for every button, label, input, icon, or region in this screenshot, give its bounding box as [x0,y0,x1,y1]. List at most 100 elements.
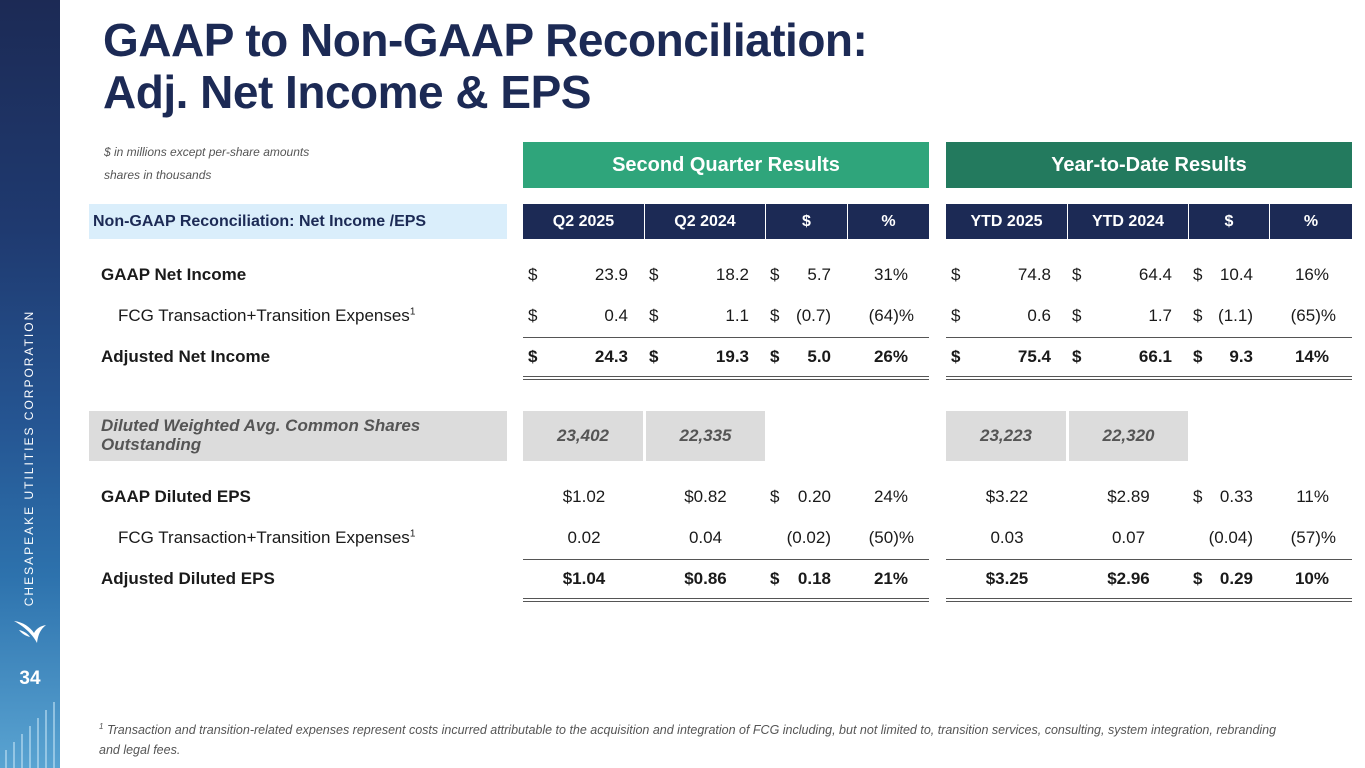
cell-ytd-change-dollar: (1.1) [1218,306,1253,325]
dollar-sign: $ [951,306,961,325]
col-q2-2025: Q2 2025 [523,204,645,239]
units-note: $ in millions except per-share amounts [104,145,310,159]
footnote-marker: 1 [99,721,104,731]
cell-q-change-dollar: 0.20 [797,487,831,506]
total-rule [946,559,1352,560]
col-ytd-change-dollar: $ [1189,204,1270,239]
shares-q2-2024: 22,335 [646,411,765,461]
cell-ytd-2024: $2.89 [1107,487,1150,506]
total-rule [946,337,1352,338]
dollar-sign: $ [1193,347,1203,366]
dollar-sign: $ [770,487,780,506]
cell-ytd-2024: 1.7 [1148,306,1172,325]
double-rule [523,376,929,380]
dollar-sign: $ [649,347,659,366]
cell-q2-2024: 18.2 [715,265,749,284]
cell-ytd-2025: 0.03 [990,528,1024,547]
dollar-sign: $ [951,265,961,284]
dollar-sign: $ [770,569,780,588]
dollar-sign: $ [770,265,780,284]
row-label: FCG Transaction+Transition Expenses1 [118,306,416,325]
sidebar-band: CHESAPEAKE UTILITIES CORPORATION 34 [0,0,60,768]
cell-ytd-change-pct: (57)% [1290,528,1336,547]
cell-q-change-pct: (50)% [868,528,914,547]
row-label: Adjusted Net Income [101,347,271,366]
cell-ytd-change-pct: 14% [1294,347,1329,366]
double-rule [946,598,1352,602]
dollar-sign: $ [649,306,659,325]
cell-q2-2024: 0.04 [688,528,723,547]
cell-q-change-dollar: 5.0 [807,347,831,366]
dollar-sign: $ [1072,347,1082,366]
double-rule [946,376,1352,380]
cell-ytd-change-pct: 10% [1294,569,1329,588]
dollar-sign: $ [528,265,538,284]
dollar-sign: $ [1193,569,1203,588]
cell-ytd-2025: 75.4 [1017,347,1051,366]
cell-q2-2024: 19.3 [715,347,749,366]
col-ytd-change-pct: % [1270,204,1352,239]
footnote-marker: 1 [409,528,416,540]
cell-q2-2025: 23.9 [594,265,628,284]
cell-ytd-change-pct: 16% [1294,265,1329,284]
col-ytd-2025: YTD 2025 [946,204,1068,239]
page-title: GAAP to Non-GAAP Reconciliation: Adj. Ne… [103,14,868,118]
cell-q-change-pct: (64)% [868,306,914,325]
page-number: 34 [19,668,41,689]
dollar-sign: $ [1072,265,1082,284]
cell-q-change-pct: 21% [873,569,908,588]
dollar-sign: $ [649,265,659,284]
cell-q-change-pct: 26% [873,347,908,366]
cell-q2-2024: 1.1 [725,306,749,325]
cell-q2-2025: $1.04 [562,569,606,588]
cell-ytd-change-dollar: 0.29 [1219,569,1253,588]
cell-ytd-2024: 64.4 [1138,265,1172,284]
dollar-sign: $ [951,347,961,366]
decorative-lines [5,702,55,768]
cell-q-change-dollar: 5.7 [807,265,831,284]
quarter-results-header: Second Quarter Results [523,142,929,188]
row-label: GAAP Diluted EPS [101,487,251,506]
shares-q2-2025: 23,402 [523,411,643,461]
row-label: FCG Transaction+Transition Expenses1 [118,528,416,547]
cell-ytd-2025: 0.6 [1027,306,1051,325]
dollar-sign: $ [1193,265,1203,284]
dollar-sign: $ [528,347,538,366]
cell-q2-2025: 0.02 [567,528,601,547]
dollar-sign: $ [1193,487,1203,506]
cell-q2-2025: 0.4 [604,306,628,325]
footnote-marker: 1 [409,306,416,318]
dollar-sign: $ [770,306,780,325]
shares-note: shares in thousands [104,168,212,182]
dollar-sign: $ [1072,306,1082,325]
cell-ytd-2024: $2.96 [1107,569,1150,588]
cell-q2-2025: $1.02 [562,487,606,506]
ytd-results-header: Year-to-Date Results [946,142,1352,188]
cell-q-change-dollar: (0.02) [786,528,831,547]
cell-q2-2025: 24.3 [594,347,628,366]
cell-q-change-pct: 31% [873,265,908,284]
cell-ytd-2024: 0.07 [1111,528,1146,547]
double-rule [523,598,929,602]
cell-q-change-dollar: (0.7) [796,306,831,325]
cell-ytd-change-dollar: 10.4 [1219,265,1253,284]
cell-ytd-change-dollar: 0.33 [1219,487,1253,506]
cell-q-change-pct: 24% [873,487,908,506]
footnote: 1 Transaction and transition-related exp… [99,721,1277,757]
title-line-1: GAAP to Non-GAAP Reconciliation: [103,14,868,66]
cell-ytd-2025: $3.22 [985,487,1029,506]
dollar-sign: $ [528,306,538,325]
cell-ytd-change-dollar: (0.04) [1208,528,1253,547]
cell-ytd-change-pct: (65)% [1290,306,1336,325]
cell-q2-2024: $0.82 [684,487,727,506]
shares-ytd-2024: 22,320 [1069,411,1188,461]
total-rule [523,337,929,338]
cell-q-change-dollar: 0.18 [797,569,831,588]
shares-outstanding-label: Diluted Weighted Avg. Common Shares Outs… [89,411,507,461]
bird-logo-icon [14,621,46,643]
cell-ytd-change-pct: 11% [1296,487,1329,506]
total-rule [523,559,929,560]
col-q-change-dollar: $ [766,204,848,239]
cell-ytd-2025: 74.8 [1017,265,1051,284]
cell-ytd-2024: 66.1 [1138,347,1172,366]
